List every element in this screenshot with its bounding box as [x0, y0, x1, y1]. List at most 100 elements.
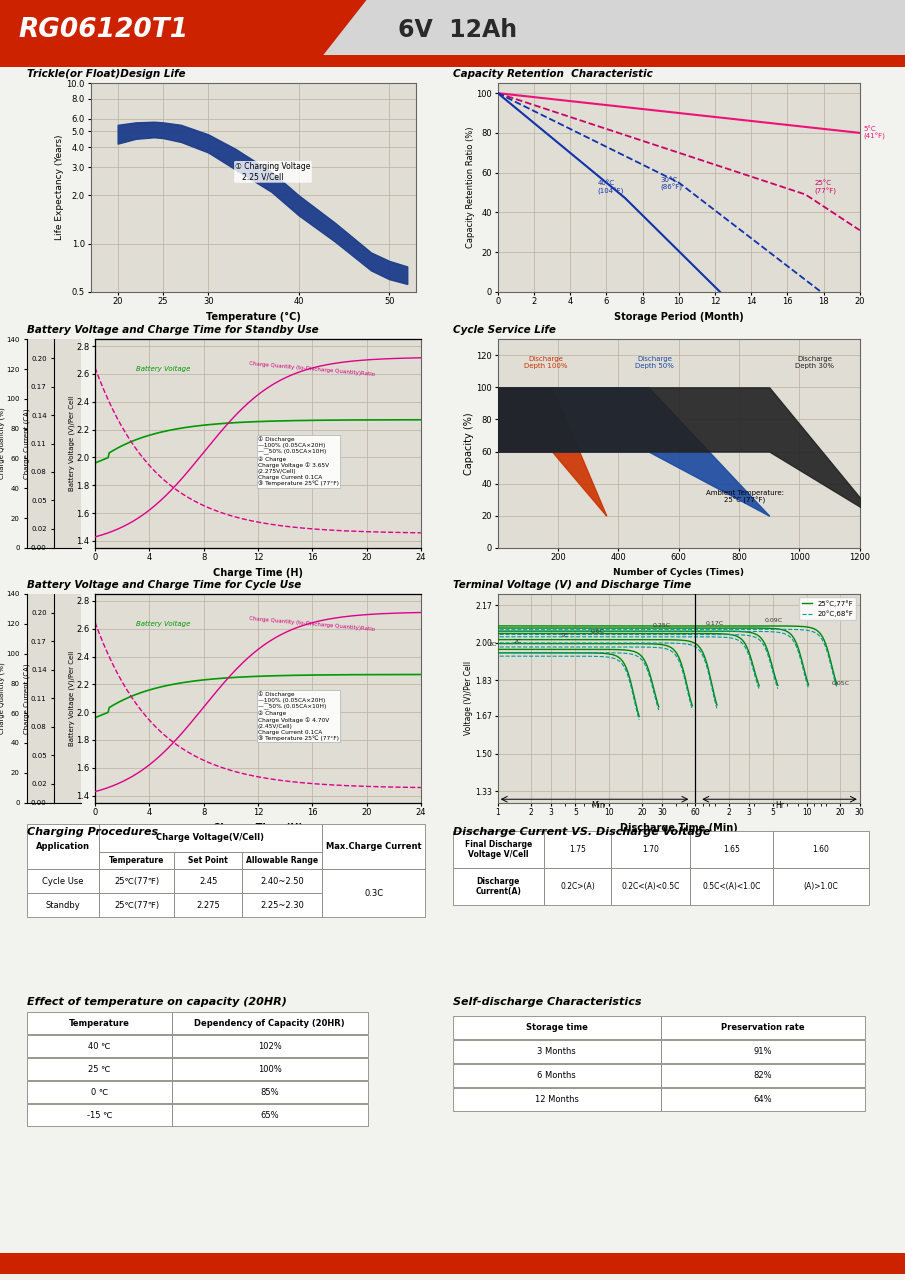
Text: 0 ℃: 0 ℃: [90, 1088, 108, 1097]
Text: Min: Min: [591, 801, 605, 810]
Text: Capacity Retention  Characteristic: Capacity Retention Characteristic: [452, 69, 653, 79]
Bar: [322, 869, 425, 916]
Text: 0.25C: 0.25C: [653, 623, 672, 627]
Text: Effect of temperature on capacity (20HR): Effect of temperature on capacity (20HR): [27, 997, 287, 1007]
Bar: [544, 831, 611, 868]
Text: 0.2C>(A): 0.2C>(A): [560, 882, 595, 891]
Text: 2.45: 2.45: [199, 877, 217, 886]
Text: Trickle(or Float)Design Life: Trickle(or Float)Design Life: [27, 69, 186, 79]
Bar: [172, 1059, 367, 1080]
Text: 64%: 64%: [753, 1096, 772, 1105]
Text: Application: Application: [36, 842, 90, 851]
Text: 1.75: 1.75: [569, 845, 586, 854]
Bar: [172, 1012, 367, 1034]
Text: Temperature: Temperature: [109, 856, 165, 865]
Bar: [27, 869, 99, 893]
Bar: [175, 869, 243, 893]
Text: 5°C
(41°F): 5°C (41°F): [863, 125, 885, 140]
Text: -15 ℃: -15 ℃: [87, 1111, 112, 1120]
Text: Storage time: Storage time: [526, 1023, 587, 1032]
Text: 91%: 91%: [753, 1047, 772, 1056]
Text: 25℃(77℉): 25℃(77℉): [114, 877, 159, 886]
Text: Cycle Service Life: Cycle Service Life: [452, 325, 556, 335]
Bar: [661, 1064, 864, 1087]
Bar: [27, 824, 99, 869]
Y-axis label: Capacity (%): Capacity (%): [463, 412, 473, 475]
X-axis label: Number of Cycles (Times): Number of Cycles (Times): [614, 568, 744, 577]
Text: Standby: Standby: [45, 901, 81, 910]
Bar: [172, 1105, 367, 1126]
Bar: [99, 824, 322, 852]
Bar: [452, 1016, 661, 1039]
Y-axis label: Voltage (V)/Per Cell: Voltage (V)/Per Cell: [463, 662, 472, 735]
Bar: [27, 1059, 172, 1080]
Text: Preservation rate: Preservation rate: [720, 1023, 805, 1032]
Bar: [322, 824, 425, 869]
Text: 2.275: 2.275: [196, 901, 220, 910]
Y-axis label: Battery Voltage (V)/Per Cell: Battery Voltage (V)/Per Cell: [69, 650, 75, 746]
Bar: [452, 1041, 661, 1062]
Text: 1.70: 1.70: [642, 845, 659, 854]
Bar: [243, 893, 322, 916]
Text: (A)>1.0C: (A)>1.0C: [804, 882, 838, 891]
Text: 1C: 1C: [560, 632, 569, 637]
Bar: [544, 868, 611, 905]
Text: Battery Voltage: Battery Voltage: [136, 366, 190, 372]
Text: 0.6C: 0.6C: [591, 628, 605, 634]
Text: 2.25~2.30: 2.25~2.30: [260, 901, 304, 910]
Text: 0.3C: 0.3C: [364, 888, 383, 897]
Polygon shape: [0, 0, 367, 58]
X-axis label: Discharge Time (Min): Discharge Time (Min): [620, 823, 738, 833]
Y-axis label: Life Expectancy (Years): Life Expectancy (Years): [55, 134, 63, 241]
Text: Dependency of Capacity (20HR): Dependency of Capacity (20HR): [195, 1019, 345, 1028]
Bar: [172, 1036, 367, 1057]
Text: Terminal Voltage (V) and Discharge Time: Terminal Voltage (V) and Discharge Time: [452, 580, 691, 590]
Text: 100%: 100%: [258, 1065, 281, 1074]
Text: 3C: 3C: [489, 643, 497, 648]
Bar: [27, 893, 99, 916]
Bar: [99, 869, 175, 893]
Bar: [321, 0, 905, 58]
Bar: [175, 852, 243, 869]
Text: Discharge
Current(A): Discharge Current(A): [475, 877, 521, 896]
Text: 6 Months: 6 Months: [538, 1071, 576, 1080]
Text: Charging Procedures: Charging Procedures: [27, 827, 158, 837]
Y-axis label: Charge Quantity (%): Charge Quantity (%): [0, 662, 5, 735]
Text: 40 ℃: 40 ℃: [88, 1042, 110, 1051]
X-axis label: Charge Time (H): Charge Time (H): [213, 568, 303, 579]
Text: 2C: 2C: [513, 639, 521, 644]
Bar: [99, 893, 175, 916]
Legend: 25°C,77°F, 20°C,68°F: 25°C,77°F, 20°C,68°F: [799, 598, 856, 620]
Bar: [690, 831, 773, 868]
Text: 65%: 65%: [261, 1111, 279, 1120]
Text: 0.2C<(A)<0.5C: 0.2C<(A)<0.5C: [621, 882, 680, 891]
Bar: [452, 1064, 661, 1087]
X-axis label: Temperature (°C): Temperature (°C): [206, 312, 300, 323]
Text: Charge Quantity (to-Discharge Quantity)Ratio: Charge Quantity (to-Discharge Quantity)R…: [249, 361, 376, 378]
Bar: [172, 1082, 367, 1103]
Bar: [452, 1088, 661, 1111]
Text: 6V  12Ah: 6V 12Ah: [398, 18, 518, 42]
Bar: [243, 869, 322, 893]
Text: RG06120T1: RG06120T1: [18, 17, 188, 44]
Y-axis label: Charge Current (CA): Charge Current (CA): [23, 663, 30, 733]
Text: Hr: Hr: [775, 801, 784, 810]
Text: Self-discharge Characteristics: Self-discharge Characteristics: [452, 997, 641, 1007]
Text: Discharge
Depth 50%: Discharge Depth 50%: [635, 356, 674, 369]
Text: Discharge
Depth 100%: Discharge Depth 100%: [524, 356, 567, 369]
Text: ① Discharge
—100% (0.05CA×20H)
—⁐50% (0.05CA×10H)
② Charge
Charge Voltage ① 4.70: ① Discharge —100% (0.05CA×20H) —⁐50% (0.…: [258, 691, 339, 741]
Text: 85%: 85%: [261, 1088, 279, 1097]
X-axis label: Storage Period (Month): Storage Period (Month): [614, 312, 744, 323]
Bar: [773, 868, 869, 905]
Text: 0.5C<(A)<1.0C: 0.5C<(A)<1.0C: [702, 882, 760, 891]
Text: 0.05C: 0.05C: [831, 681, 849, 686]
Bar: [27, 1012, 172, 1034]
Text: Cycle Use: Cycle Use: [43, 877, 84, 886]
Text: 102%: 102%: [258, 1042, 281, 1051]
Text: Set Point: Set Point: [188, 856, 228, 865]
Bar: [661, 1041, 864, 1062]
Text: Charge Voltage(V/Cell): Charge Voltage(V/Cell): [157, 833, 264, 842]
Text: 1.60: 1.60: [813, 845, 829, 854]
Text: Temperature: Temperature: [69, 1019, 129, 1028]
Text: Max.Charge Current: Max.Charge Current: [326, 842, 422, 851]
